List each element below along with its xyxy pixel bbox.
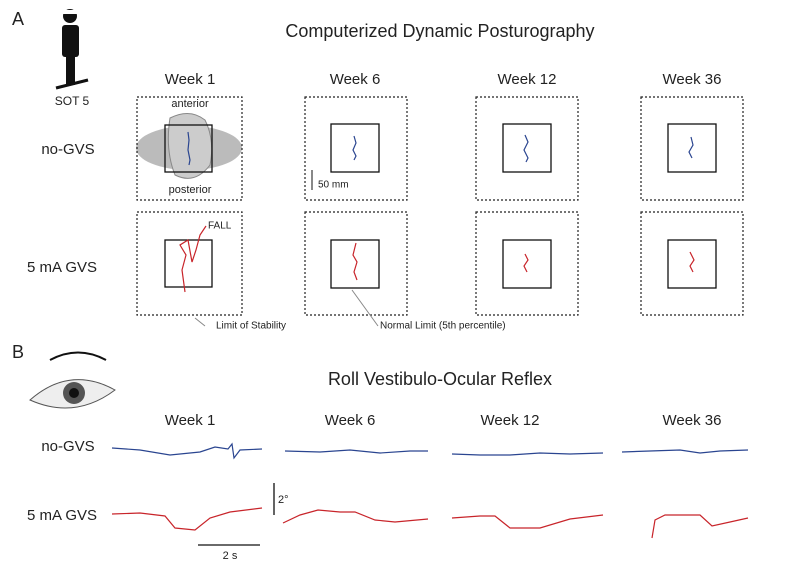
scale-label: 50 mm [318,180,349,191]
row-label: 5 mA GVS [27,259,97,276]
panel-label: A [12,9,24,29]
panel-title: Roll Vestibulo-Ocular Reflex [328,369,552,389]
icon-label: SOT 5 [55,94,90,108]
column-label: Week 1 [165,412,216,429]
eye-icon [29,351,116,409]
row-label: no-GVS [41,141,94,158]
column-label: Week 12 [481,412,540,429]
annotation: Limit of Stability [216,321,286,332]
row-label: 5 mA GVS [27,507,97,524]
column-label: Week 6 [325,412,376,429]
column-label: Week 12 [498,71,557,88]
panel-title: Computerized Dynamic Posturography [285,21,594,41]
annotation: posterior [169,184,212,196]
scale-label: 2° [278,494,289,506]
annotation: FALL [208,221,232,232]
column-label: Week 36 [663,71,722,88]
column-label: Week 36 [663,412,722,429]
row-label: no-GVS [41,438,94,455]
column-label: Week 6 [330,71,381,88]
scale-label: 2 s [223,550,238,562]
panel-label: B [12,342,24,362]
person-icon [55,9,89,90]
column-label: Week 1 [165,71,216,88]
annotation: anterior [171,98,209,110]
vor-traces [111,442,749,546]
annotation: Normal Limit (5th percentile) [380,321,506,332]
sway-plots [136,96,744,327]
